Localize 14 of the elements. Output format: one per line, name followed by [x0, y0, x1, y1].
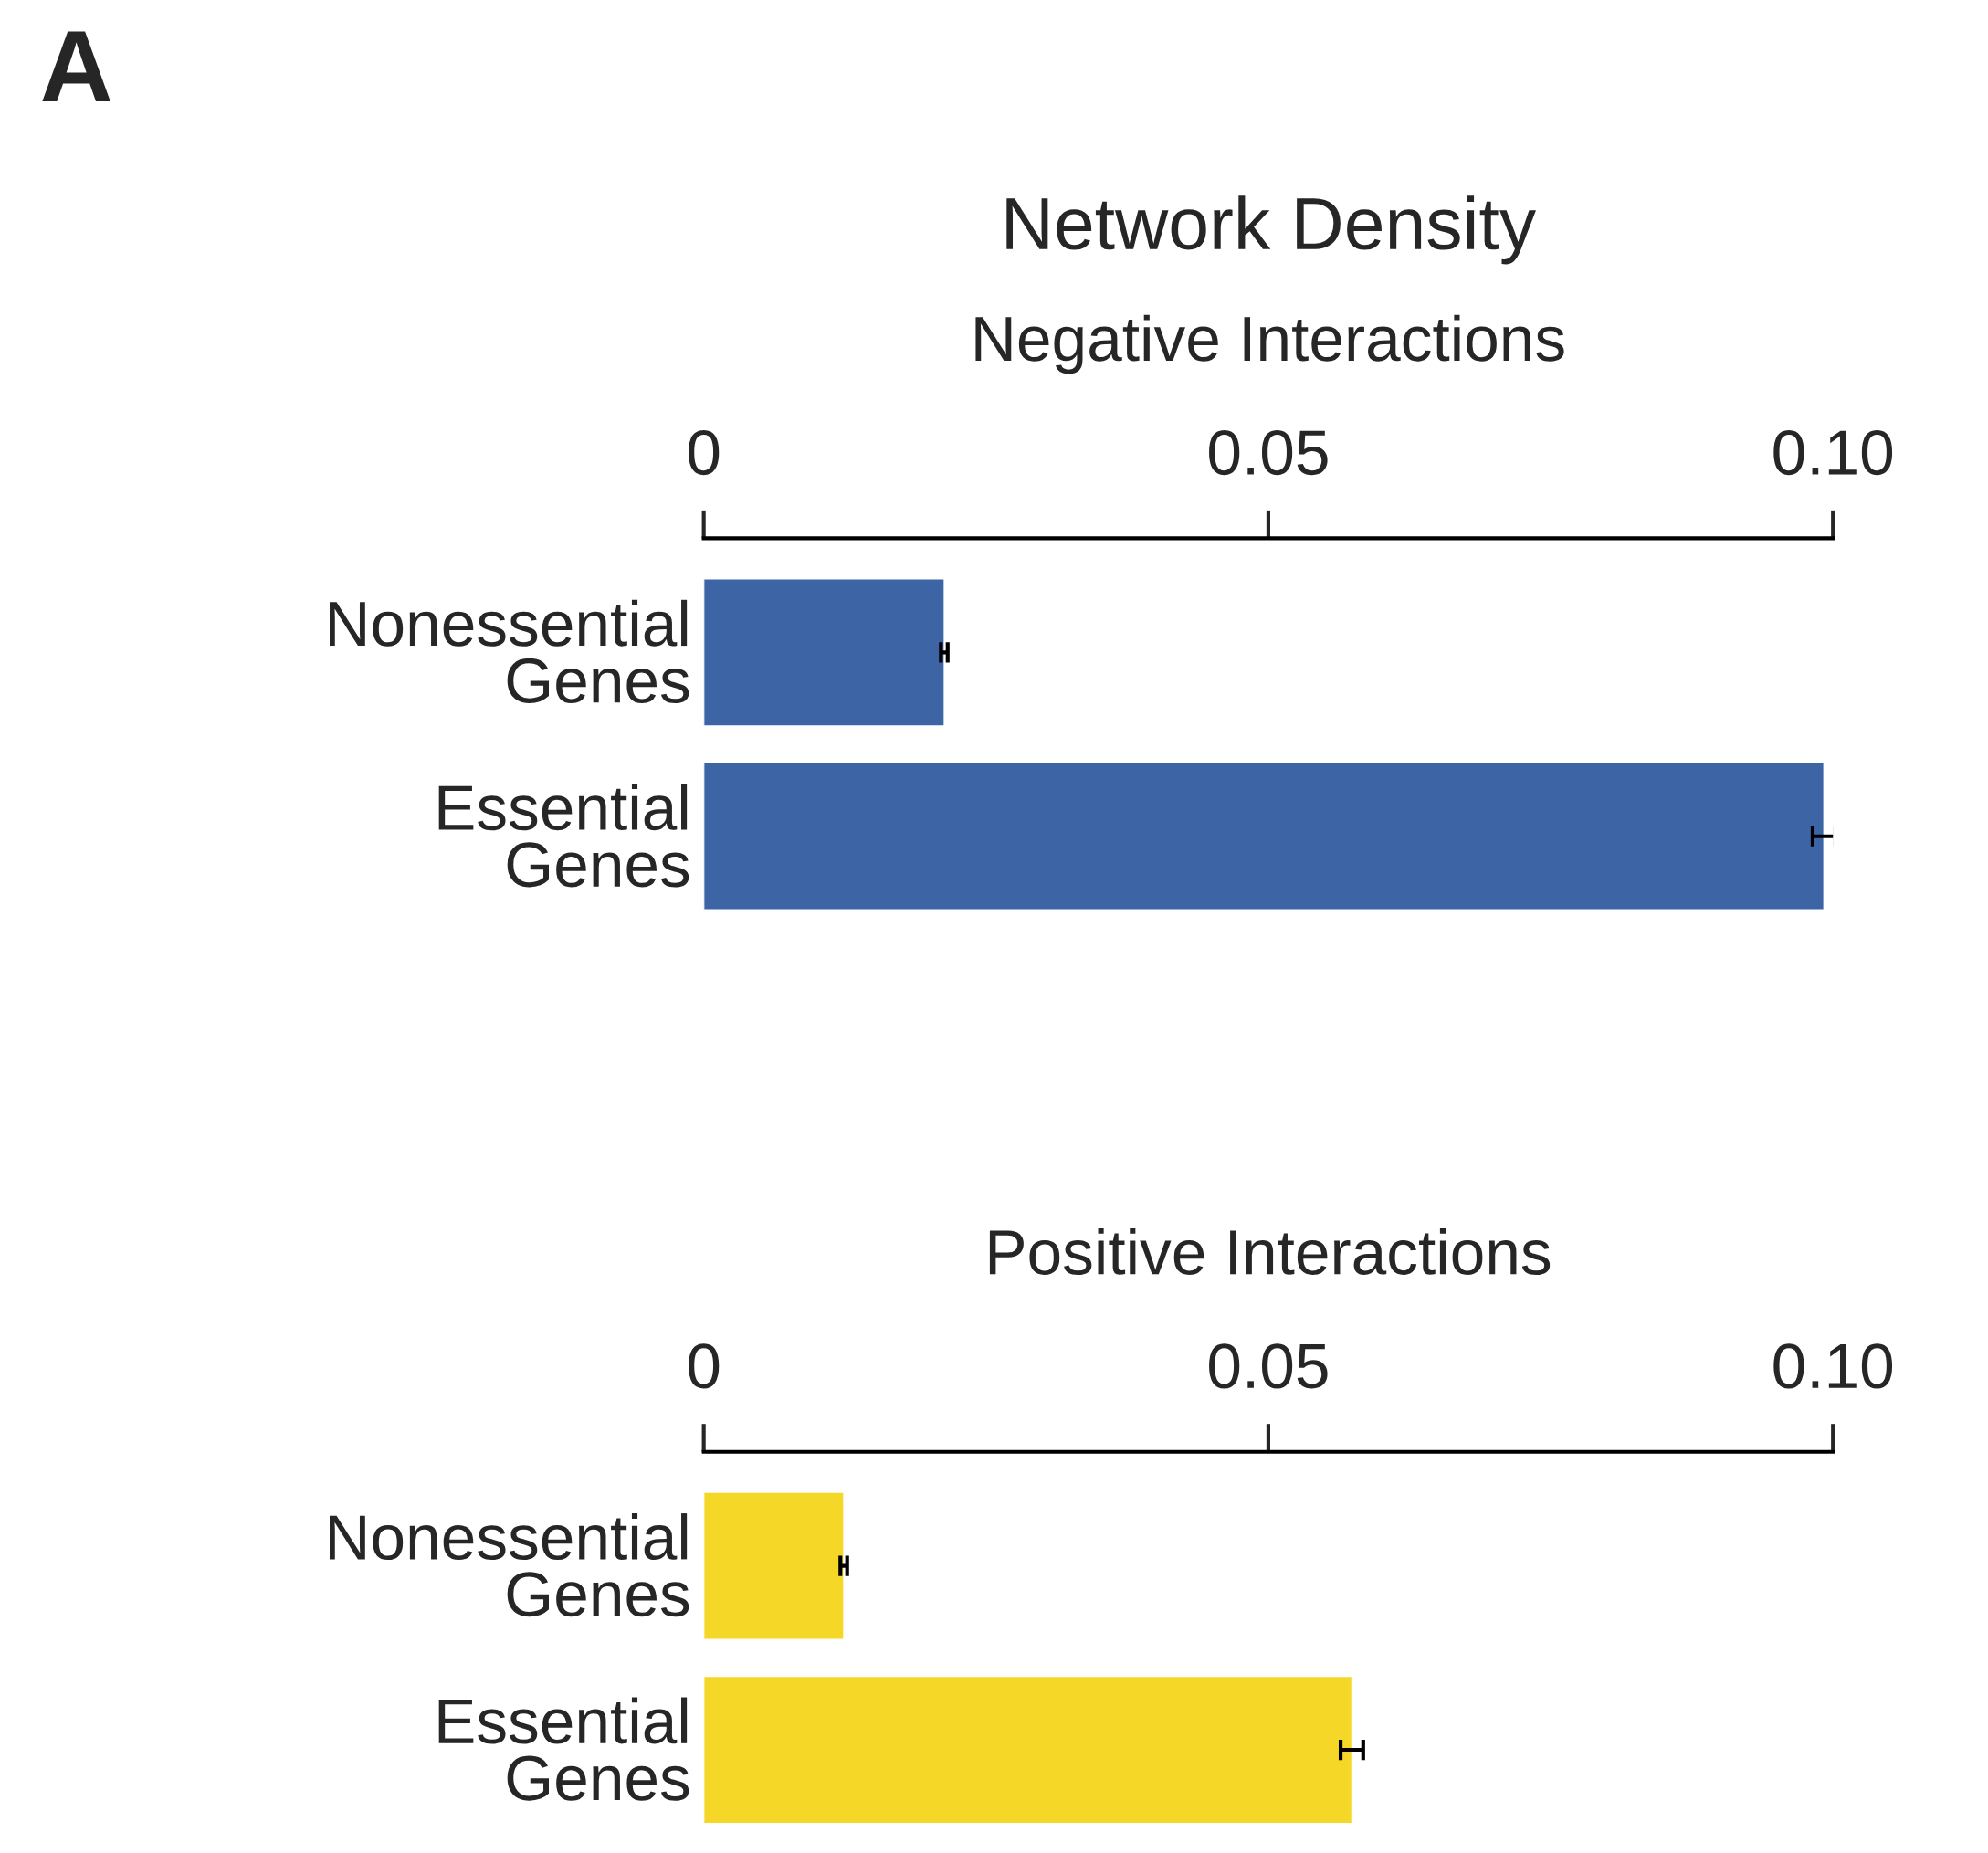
y-tick-label: Essential Genes — [438, 1697, 689, 1801]
y-tick-label: Essential Genes — [438, 784, 689, 888]
chart-title: Positive Interactions — [989, 1227, 1551, 1275]
x-tick-label: 0 — [689, 1343, 720, 1389]
x-tick-label: 0 — [689, 429, 720, 476]
x-tick-label: 0.05 — [1209, 429, 1328, 476]
x-tick-label: 0.10 — [1773, 429, 1893, 476]
text: A — [42, 31, 110, 101]
y-tick-label: Nonessential Genes — [330, 599, 689, 704]
x-tick-label: 0.05 — [1209, 1343, 1328, 1389]
chart-subtitle: Negative Interactions — [975, 314, 1564, 374]
chart-title: Network Density — [1006, 195, 1536, 265]
y-tick-label: Nonessential Genes — [330, 1513, 689, 1617]
x-tick-label: 0.10 — [1773, 1343, 1893, 1389]
